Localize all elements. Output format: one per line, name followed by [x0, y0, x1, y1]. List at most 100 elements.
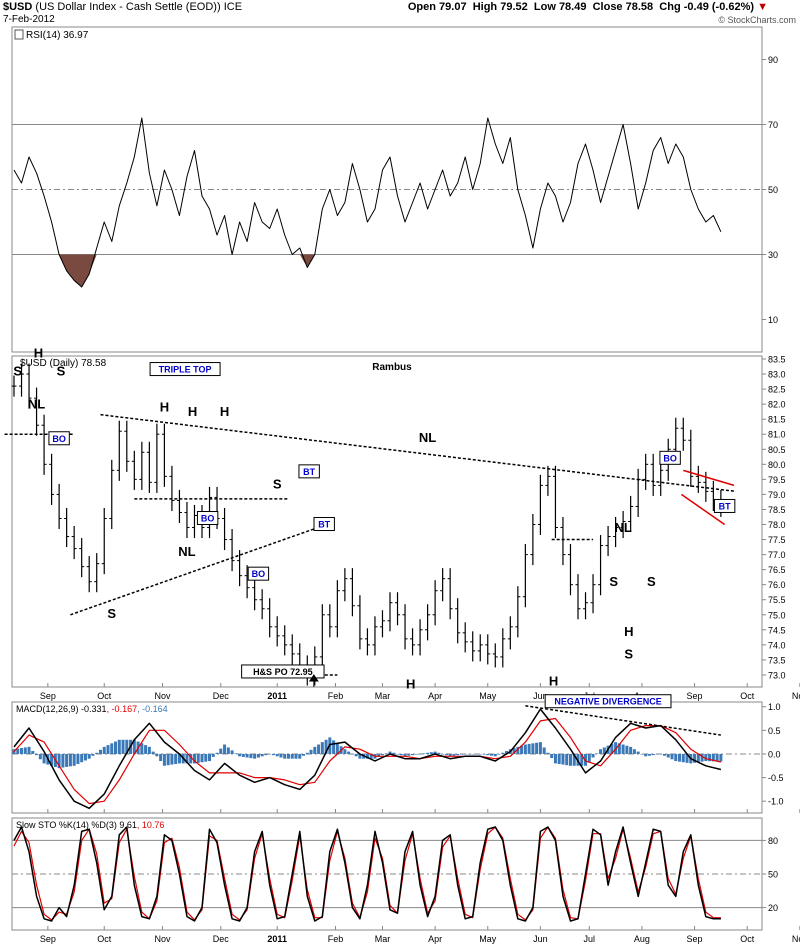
neckline-triple-top [70, 525, 323, 616]
pattern-label: H [34, 346, 43, 361]
price-tick-label: 73.0 [768, 670, 786, 680]
macd-histogram-bar [151, 751, 155, 754]
macd-histogram-bar [610, 743, 614, 754]
macd-histogram-bar [140, 743, 144, 754]
macd-histogram-bar [520, 745, 524, 754]
macd-histogram-bar [433, 751, 437, 754]
macd-histogram-bar [57, 753, 61, 769]
sto-xtick-label: Feb [328, 934, 344, 944]
price-xtick-label: Oct [97, 691, 112, 701]
macd-histogram-bar [320, 742, 324, 754]
price-tick-label: 75.5 [768, 595, 786, 605]
macd-histogram-bar [493, 753, 497, 757]
exchange: ICE [223, 1, 243, 13]
callout-box [298, 464, 320, 479]
macd-histogram-bar [527, 743, 531, 754]
price-panel-title: Rambus [372, 362, 412, 373]
macd-histogram-bar [20, 748, 24, 754]
macd-histogram-bar [715, 753, 719, 762]
macd-histogram-bar [324, 739, 328, 754]
macd-histogram-bar [452, 753, 456, 756]
macd-histogram-bar [666, 753, 670, 758]
macd-panel-frame [11, 701, 763, 814]
sto-xtick-label: Nov [155, 934, 172, 944]
rsi-panel-icon [14, 29, 24, 40]
macd-histogram-bar [275, 753, 279, 757]
macd-histogram-bar [535, 742, 539, 754]
sto-xtick-label: Mar [375, 934, 391, 944]
macd-histogram-bar [505, 751, 509, 754]
macd-histogram-bar [708, 753, 712, 762]
macd-legend: MACD(12,26,9) -0.331, -0.167, -0.164 [16, 704, 168, 714]
price-tick-label: 77.5 [768, 535, 786, 545]
macd-histogram-bar [204, 753, 208, 762]
pattern-label: S [647, 574, 656, 589]
macd-histogram-bar [249, 753, 253, 759]
macd-legend-part: , -0.164 [137, 704, 168, 714]
open-value: 79.07 [439, 1, 467, 13]
high-value: 79.52 [500, 1, 528, 13]
red-channel-bottom [680, 493, 726, 526]
macd-histogram-bar [369, 753, 373, 759]
macd-histogram-bar [286, 753, 290, 759]
callout-box [659, 450, 681, 465]
callout-label: BO [52, 434, 66, 444]
macd-histogram-bar [302, 753, 306, 756]
callout-box [48, 431, 70, 446]
price-tick-label: 83.0 [768, 370, 786, 380]
price-xtick-label: Mar [375, 691, 391, 701]
macd-histogram-bar [429, 752, 433, 754]
macd-histogram-bar [110, 743, 114, 754]
macd-histogram-bar [241, 753, 245, 757]
macd-histogram-bar [76, 753, 80, 764]
sto-xtick-label: Sep [687, 934, 703, 944]
macd-histogram-bar [211, 753, 215, 757]
macd-histogram-bar [599, 749, 603, 754]
price-tick-label: 80.0 [768, 460, 786, 470]
callout-box [149, 362, 221, 377]
chart-date: 7-Feb-2012 [3, 14, 55, 25]
macd-histogram-bar [16, 748, 20, 754]
macd-histogram-bar [625, 745, 629, 754]
pattern-label: H [160, 400, 169, 415]
sto-xtick-label: Jul [584, 934, 596, 944]
macd-histogram-bar [279, 753, 283, 758]
macd-histogram-bar [467, 753, 471, 755]
macd-histogram-bar [670, 753, 674, 760]
macd-histogram-bar [546, 752, 550, 754]
macd-histogram-bar [456, 753, 460, 756]
macd-histogram-bar [27, 746, 31, 754]
macd-histogram-bar [685, 753, 689, 763]
sto-xtick-label: Apr [428, 934, 442, 944]
macd-histogram-bar [166, 753, 170, 766]
price-tick-label: 74.5 [768, 625, 786, 635]
sto-tick-label: 50 [768, 870, 778, 880]
price-tick-label: 76.5 [768, 565, 786, 575]
price-xtick-label: May [479, 691, 497, 701]
macd-histogram-bar [358, 753, 362, 759]
macd-histogram-bar [185, 753, 189, 764]
sto-xtick-label: Sep [40, 934, 56, 944]
price-xtick-label: Nov [155, 691, 172, 701]
price-xtick-label: Apr [428, 691, 442, 701]
macd-histogram-bar [305, 752, 309, 754]
macd-histogram-bar [693, 753, 697, 763]
price-legend: $USD (Daily) 78.58 [20, 358, 107, 369]
price-tick-label: 83.5 [768, 355, 786, 365]
macd-histogram-bar [392, 752, 396, 754]
close-label: Close [592, 1, 623, 13]
macd-histogram-bar [117, 739, 121, 754]
pattern-label: H [549, 673, 558, 688]
macd-histogram-bar [87, 753, 91, 759]
macd-histogram-bar [471, 753, 475, 755]
macd-histogram-bar [595, 753, 599, 754]
price-tick-label: 80.5 [768, 445, 786, 455]
macd-histogram-bar [162, 753, 166, 766]
price-tick-label: 79.0 [768, 490, 786, 500]
macd-histogram-bar [31, 751, 35, 754]
price-xtick-label: Nov [792, 691, 800, 701]
chart-title: $USD (US Dollar Index - Cash Settle (EOD… [3, 1, 242, 13]
price-xtick-label: Dec [213, 691, 230, 701]
macd-histogram-bar [651, 753, 655, 756]
macd-histogram-bar [422, 753, 426, 754]
